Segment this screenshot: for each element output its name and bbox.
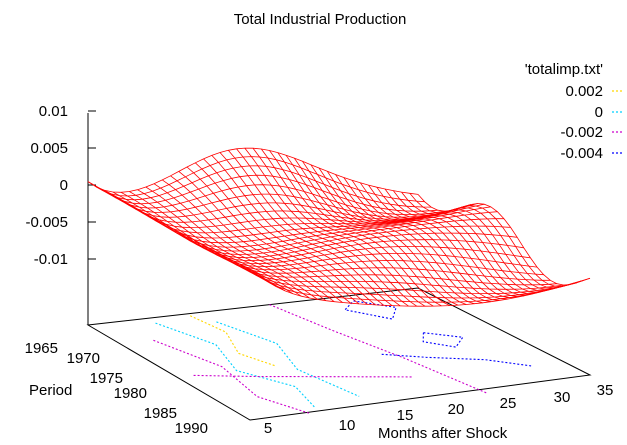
x-tick-label: 10 [339,417,356,434]
y-tick-label: 1980 [114,385,147,402]
surface-mesh [87,147,591,307]
y-tick-label: 1990 [175,420,208,437]
y-tick-label: 1965 [25,340,58,357]
x-tick-label: 20 [448,401,465,418]
surface-mesh-column [285,154,459,306]
z-tick-label: 0.01 [39,103,68,120]
legend-level-3: -0.002 [560,124,603,141]
surface-mesh-column [409,193,582,287]
surface-mesh-column [392,190,566,290]
surface-mesh-column [203,158,376,306]
z-tick-label: 0.005 [30,140,68,157]
x-axis-label: Months after Shock [378,425,508,442]
surface-mesh-column [376,186,549,293]
surface-mesh-column [195,162,368,305]
contour-line [189,315,277,367]
surface-mesh-column [236,148,409,307]
surface-mesh-column [244,147,418,307]
contour-line [381,353,532,367]
surface-mesh-column [252,147,426,307]
z-axis: 0.01 0.005 0 -0.005 -0.01 [25,103,96,325]
surface-mesh-column [269,150,442,307]
contour-line [269,304,488,394]
y-tick-label: 1970 [67,350,100,367]
surface-mesh-column [260,148,434,307]
surface-mesh-column [318,167,492,303]
surface-mesh-column [145,186,319,300]
legend: 'totalimp.txt' 0.002 0 -0.002 -0.004 [525,61,624,162]
y-axis: 1965 1970 1975 1980 1985 1990 Period [25,340,208,437]
legend-series-label: 'totalimp.txt' [525,61,603,78]
surface-mesh-column [310,164,483,304]
surface-mesh-column [112,191,286,292]
base-plane-outline [86,287,592,421]
surface-mesh-column [335,174,508,300]
surface-mesh-column [227,150,401,307]
x-tick-label: 15 [397,407,414,424]
z-tick-label: -0.005 [25,214,68,231]
y-axis-label: Period [29,382,72,399]
surface-mesh-column [211,155,385,306]
x-tick-label: 25 [500,395,517,412]
z-tick-label: -0.01 [34,251,68,268]
chart-title: Total Industrial Production [234,11,407,28]
contour-line [422,332,464,348]
legend-level-4: -0.004 [560,145,603,162]
surface-mesh-column [384,188,558,291]
surface-mesh-column [104,189,277,288]
contour-line [216,321,360,397]
surface-mesh-column [326,171,500,301]
surface-mesh-column [137,189,310,299]
z-tick-label: 0 [60,177,68,194]
x-tick-label: 30 [554,389,571,406]
x-tick-label: 5 [264,420,272,437]
legend-level-2: 0 [595,104,603,121]
surface-mesh-row [87,147,419,195]
surface-mesh-column [368,184,541,294]
x-tick-label: 35 [597,382,614,399]
surface-mesh-column [219,152,393,306]
surface-mesh-column [129,191,302,297]
contour-line [193,374,413,378]
contour-line [153,339,310,414]
surface-mesh-column [170,175,343,303]
surface-mesh-column [302,161,475,305]
surface-mesh-column [293,157,467,305]
surface-mesh-column [277,152,450,306]
surface-mesh-column [186,166,360,305]
legend-level-1: 0.002 [565,83,603,100]
base-plane [86,287,592,421]
y-tick-label: 1985 [144,405,177,422]
surface-mesh-column [417,194,591,286]
surface-mesh-column [401,191,574,289]
surface-mesh-column [120,191,294,295]
surface-mesh-column [178,171,352,304]
surface-mesh-column [153,183,327,302]
surface-mesh-column [359,182,533,296]
surface-mesh-column [343,177,516,299]
contour-line [155,322,315,408]
x-axis: 5 10 15 20 25 30 35 Months after Shock [264,382,614,442]
surface-mesh-column [162,179,335,303]
y-tick-label: 1975 [90,370,123,387]
surface-mesh-column [351,179,525,297]
